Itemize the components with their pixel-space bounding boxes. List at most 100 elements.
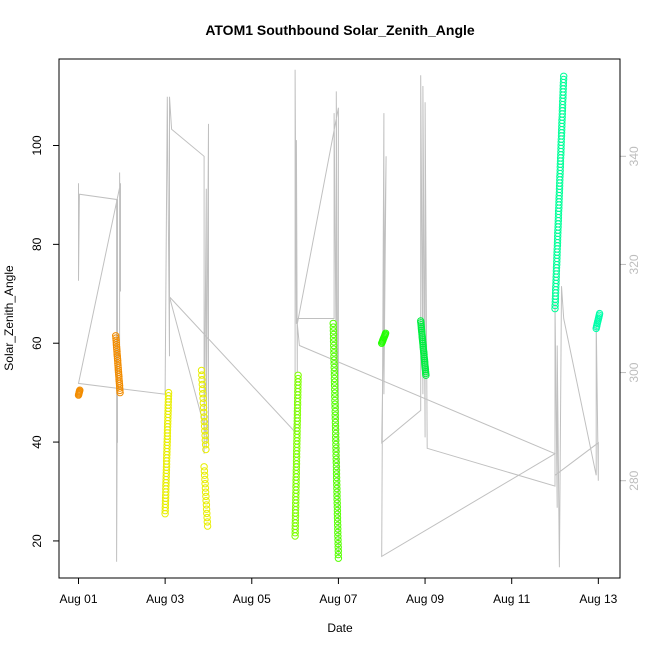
data-point <box>113 345 121 354</box>
data-point <box>333 492 341 500</box>
chart-title: ATOM1 Southbound Solar_Zenith_Angle <box>205 22 475 38</box>
data-point <box>333 514 342 522</box>
data-point <box>332 466 341 474</box>
data-point <box>116 388 124 397</box>
data-point <box>330 356 338 364</box>
data-point <box>331 411 339 419</box>
x-tick-label: Aug 01 <box>59 592 97 606</box>
data-point <box>334 536 342 544</box>
data-point <box>202 501 211 509</box>
data-point <box>331 407 339 416</box>
data-point <box>333 503 341 511</box>
data-point <box>329 327 338 335</box>
data-point <box>332 440 340 449</box>
x-tick-label: Aug 05 <box>233 592 271 606</box>
x-tick-label: Aug 09 <box>406 592 444 606</box>
data-point <box>329 330 338 339</box>
y-axis-label: Solar_Zenith_Angle <box>2 265 16 371</box>
secondary-series-line <box>77 69 599 568</box>
data-point <box>202 492 210 501</box>
data-point <box>330 363 338 372</box>
data-point <box>116 386 124 395</box>
data-point <box>199 399 208 407</box>
data-point <box>332 451 340 460</box>
x-axis-label: Date <box>327 621 353 635</box>
data-point <box>201 436 210 444</box>
data-point <box>203 518 212 526</box>
data-point <box>201 488 210 496</box>
data-point <box>333 510 342 518</box>
data-point <box>330 349 338 357</box>
data-point <box>332 448 340 456</box>
data-point <box>330 367 338 375</box>
data-point <box>330 352 338 361</box>
data-point <box>333 484 341 493</box>
data-point <box>334 547 342 555</box>
data-point <box>201 475 209 484</box>
data-point <box>201 431 209 440</box>
data-point <box>329 338 338 346</box>
data-point <box>330 378 339 386</box>
data-point <box>329 334 338 342</box>
data-point <box>201 484 210 492</box>
data-point <box>333 481 341 489</box>
data-point <box>329 319 337 328</box>
data-point <box>114 363 122 372</box>
data-point <box>197 366 206 375</box>
data-point <box>331 389 339 397</box>
y-tick-label: 20 <box>30 534 44 548</box>
data-point <box>198 376 206 384</box>
data-point <box>201 427 209 435</box>
data-point <box>294 371 302 379</box>
data-point <box>331 418 340 427</box>
y2-tick-label: 340 <box>627 146 641 166</box>
y2-tick-label: 280 <box>627 470 641 490</box>
data-point <box>333 499 341 507</box>
data-point <box>331 426 340 434</box>
data-point <box>334 550 342 559</box>
data-point <box>199 390 207 398</box>
data-point <box>381 329 390 337</box>
data-point <box>334 539 342 548</box>
data-point <box>203 513 211 522</box>
data-point <box>331 422 340 430</box>
data-point <box>203 509 211 518</box>
data-point <box>331 400 339 408</box>
data-point <box>330 374 339 383</box>
data-point <box>200 413 208 421</box>
data-point <box>200 463 208 471</box>
data-point <box>334 528 342 537</box>
data-point <box>200 467 209 475</box>
data-point <box>331 385 339 394</box>
data-point <box>199 394 207 402</box>
data-point <box>333 488 341 496</box>
x-tick-label: Aug 03 <box>146 592 184 606</box>
data-point <box>333 517 342 526</box>
data-point <box>332 473 341 482</box>
data-point <box>332 444 340 452</box>
data-point <box>200 417 209 426</box>
data-point <box>332 433 340 441</box>
data-point <box>201 480 209 488</box>
data-point <box>422 371 430 379</box>
data-point <box>116 384 124 392</box>
data-point <box>332 429 340 438</box>
data-point <box>330 345 338 353</box>
data-point <box>200 471 209 479</box>
data-point <box>198 385 207 393</box>
data-point <box>333 477 341 485</box>
y-tick-label: 100 <box>30 135 44 155</box>
data-point <box>332 462 341 471</box>
data-point <box>201 441 210 449</box>
data-point <box>331 415 339 423</box>
y-tick-label: 80 <box>30 237 44 251</box>
x-tick-label: Aug 13 <box>579 592 617 606</box>
data-point <box>332 459 340 467</box>
data-point <box>334 521 342 529</box>
data-point <box>334 543 342 551</box>
data-point <box>331 404 339 412</box>
data-point <box>202 505 211 513</box>
data-point <box>200 422 209 430</box>
data-point <box>559 75 568 84</box>
